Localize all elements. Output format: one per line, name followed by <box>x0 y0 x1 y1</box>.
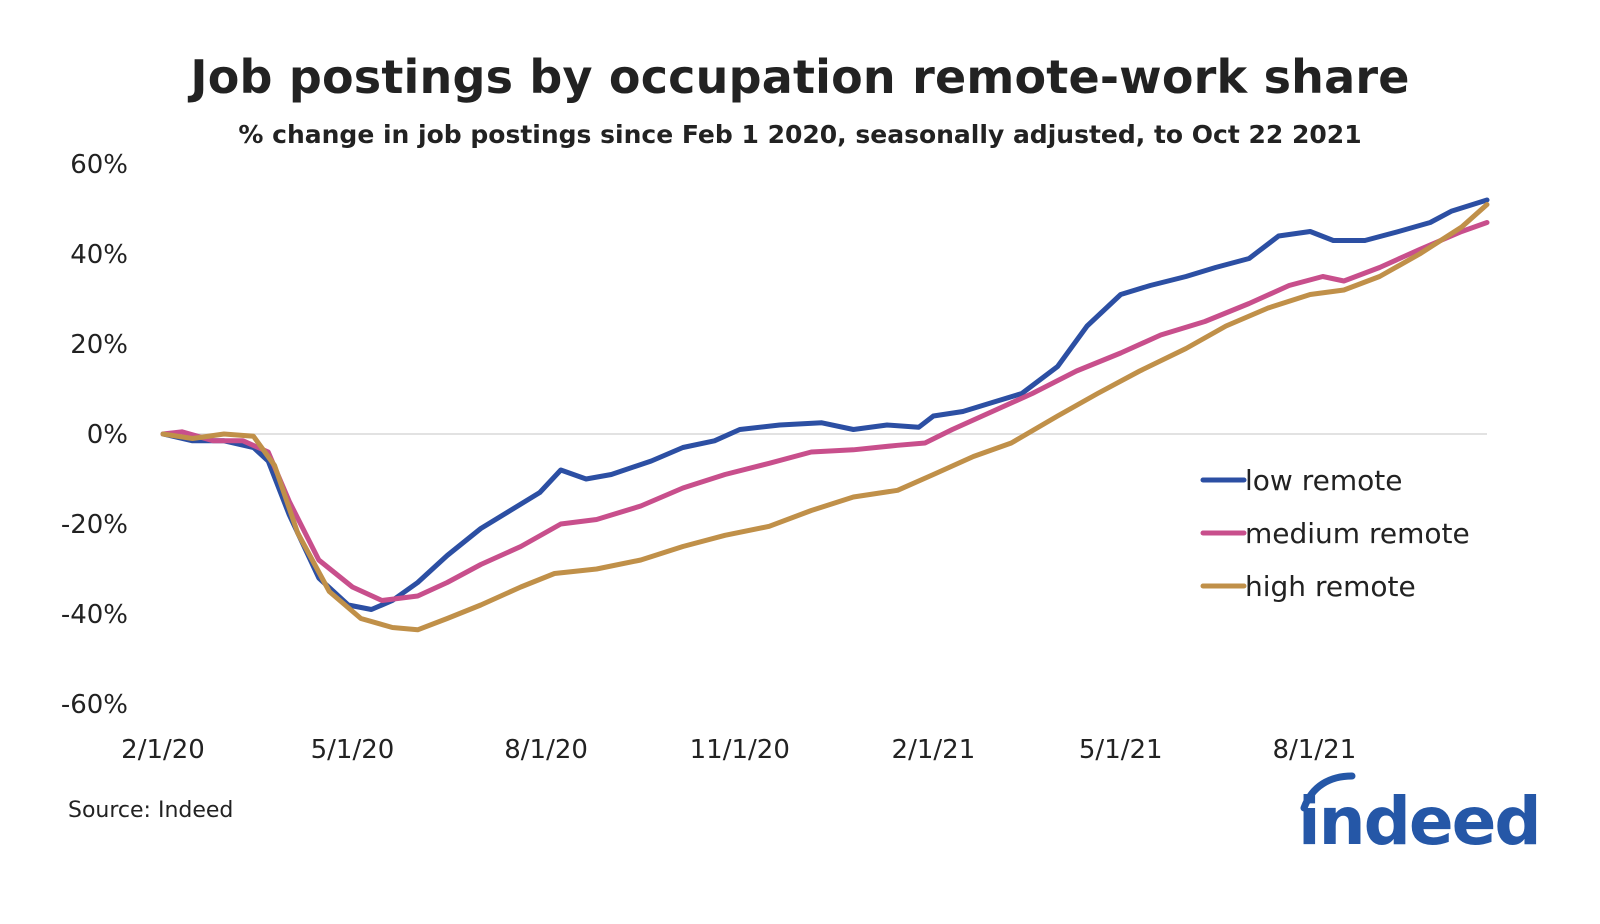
x-tick-label: 8/1/20 <box>504 735 588 765</box>
y-tick-label: 0% <box>87 420 128 450</box>
x-tick-label: 5/1/20 <box>311 735 395 765</box>
chart-title: Job postings by occupation remote-work s… <box>190 50 1410 104</box>
source-note: Source: Indeed <box>68 798 234 823</box>
logo-wordmark: indeed <box>1300 783 1540 852</box>
y-tick-label: -20% <box>61 510 128 540</box>
indeed-logo: indeed <box>1300 772 1542 852</box>
chart-legend: low remote medium remote high remote <box>1200 464 1470 603</box>
legend-label: low remote <box>1245 464 1402 497</box>
y-axis-ticks: 60% 40% 20% 0% -20% -40% -60% <box>61 150 128 720</box>
y-tick-label: 20% <box>70 330 128 360</box>
x-tick-label: 5/1/21 <box>1079 735 1163 765</box>
series-line-low-remote <box>160 197 1490 612</box>
x-tick-label: 2/1/21 <box>892 735 976 765</box>
logo-arc-icon <box>1300 772 1356 812</box>
y-tick-label: 40% <box>70 240 128 270</box>
x-tick-label: 8/1/21 <box>1273 735 1357 765</box>
x-tick-label: 2/1/20 <box>121 735 205 765</box>
series-lines <box>160 197 1490 633</box>
legend-label: high remote <box>1245 570 1416 603</box>
legend-label: medium remote <box>1245 517 1470 550</box>
series-line-medium-remote <box>160 220 1490 603</box>
chart-subtitle: % change in job postings since Feb 1 202… <box>238 120 1362 149</box>
x-axis-ticks: 2/1/20 5/1/20 8/1/20 11/1/20 2/1/21 5/1/21 8/1… <box>121 735 1356 765</box>
x-tick-label: 11/1/20 <box>690 735 790 765</box>
series-line-high-remote <box>160 202 1490 633</box>
y-tick-label: 60% <box>70 150 128 180</box>
y-tick-label: -40% <box>61 600 128 630</box>
y-tick-label: -60% <box>61 690 128 720</box>
